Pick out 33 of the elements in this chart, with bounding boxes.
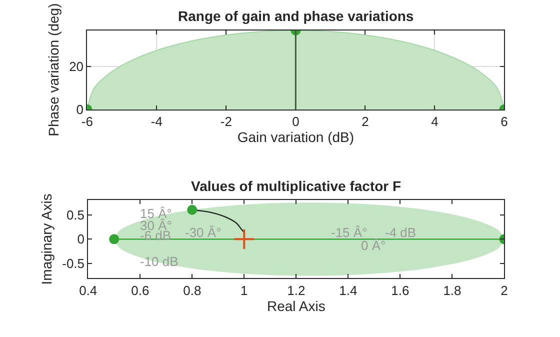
- x-tick-label: 2: [362, 114, 369, 129]
- annotation: -30 Â°: [185, 225, 222, 240]
- chart-title: Values of multiplicative factor F: [191, 178, 402, 194]
- x-tick-label: 6: [500, 114, 508, 129]
- x-tick-label: 0: [292, 114, 300, 129]
- x-tick-label: 0.8: [183, 282, 202, 298]
- x-tick-label: -6: [81, 114, 93, 129]
- y-tick-label: -0.5: [62, 256, 85, 272]
- x-tick-label: 2: [500, 282, 508, 298]
- x-tick-label: 4: [431, 114, 438, 129]
- x-tick-label: 1: [240, 282, 248, 298]
- chart-title: Range of gain and phase variations: [178, 8, 414, 24]
- x-tick-label: -2: [220, 114, 232, 129]
- x-tick-label: 1.6: [391, 282, 410, 298]
- x-tick-label: 0.4: [79, 282, 98, 298]
- x-tick-label: 1.2: [287, 282, 306, 298]
- y-tick-label: 0: [76, 102, 84, 117]
- annotation: -10 dB: [140, 254, 178, 269]
- y-axis-title: Phase variation (deg): [46, 3, 62, 136]
- x-axis-title: Real Axis: [266, 298, 326, 314]
- x-tick-label: 0.6: [131, 282, 150, 298]
- annotation: -15 Â°: [331, 225, 368, 240]
- x-tick-label: 1.4: [339, 282, 358, 298]
- y-tick-label: 0.5: [66, 207, 85, 222]
- y-axis-title: Imaginary Axis: [38, 194, 55, 285]
- y-tick-label: 0: [77, 232, 85, 247]
- annotation: 0 Â°: [361, 238, 386, 253]
- y-tick-label: 20: [69, 59, 84, 74]
- x-tick-label: -4: [150, 114, 162, 129]
- x-tick-label: 1.8: [443, 282, 462, 298]
- annotation: 15 Â°: [140, 206, 172, 221]
- x-axis-title: Gain variation (dB): [237, 129, 354, 146]
- annotation: -4 dB: [385, 225, 416, 240]
